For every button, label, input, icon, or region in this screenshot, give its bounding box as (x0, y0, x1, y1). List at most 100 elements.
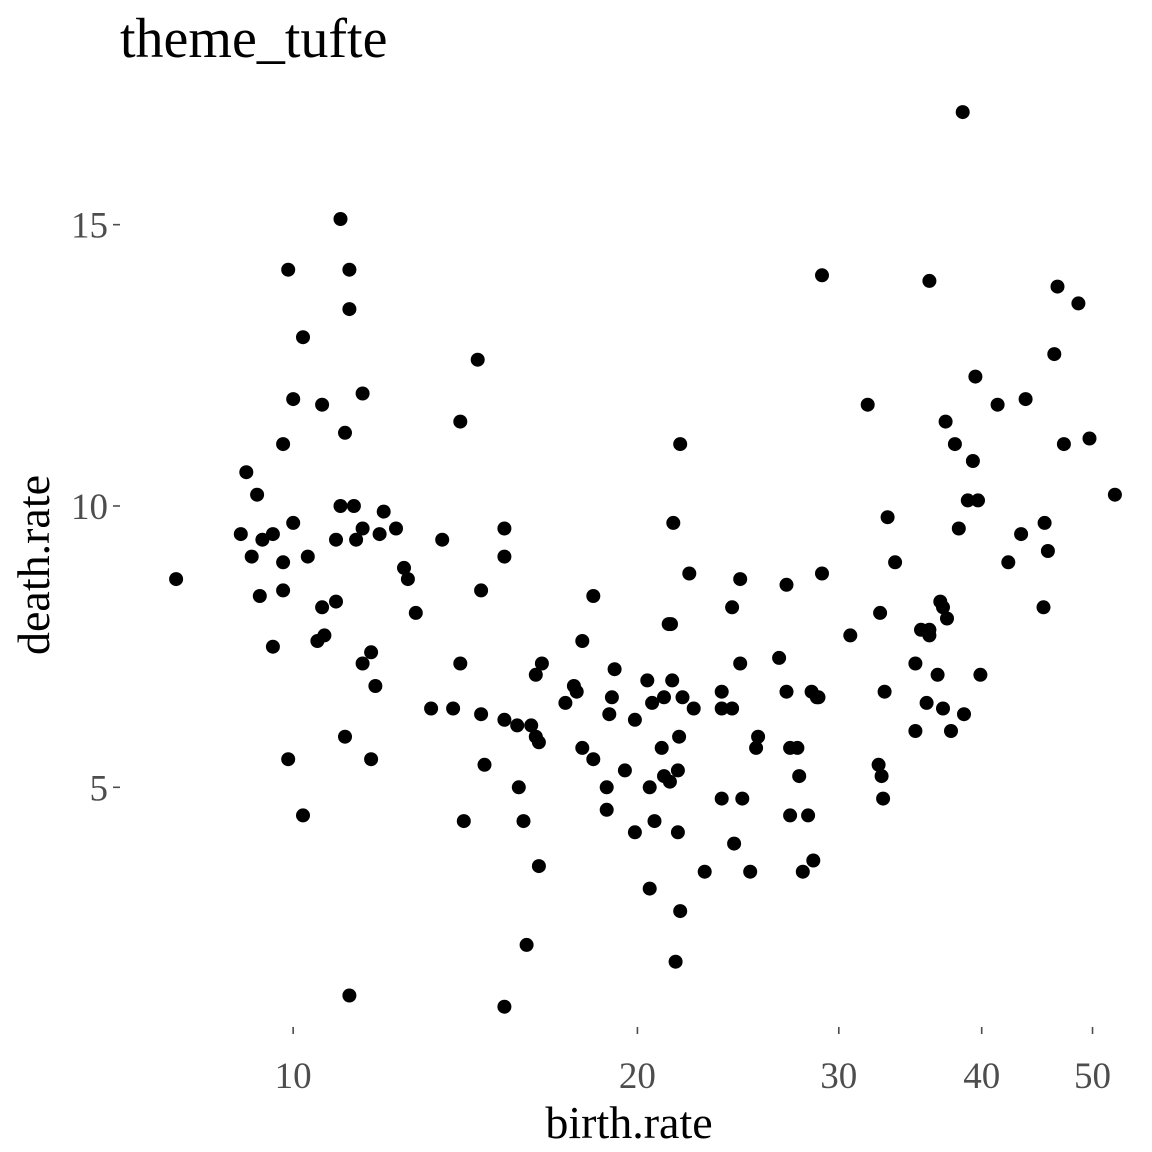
data-point (607, 662, 622, 677)
data-point (474, 707, 489, 722)
data-point (333, 499, 348, 513)
data-point (531, 859, 546, 874)
data-point (990, 397, 1005, 412)
data-point (604, 690, 619, 705)
x-tick-label: 30 (820, 1056, 857, 1097)
data-point (673, 437, 688, 452)
data-point (528, 667, 543, 682)
data-point (252, 589, 267, 603)
data-point (973, 667, 988, 682)
x-axis: 10 20 30 40 50 (275, 1027, 1111, 1097)
data-point (876, 791, 891, 806)
data-point (682, 566, 697, 581)
data-point (647, 814, 662, 829)
data-point (276, 583, 291, 598)
data-point (575, 740, 590, 755)
data-point (346, 499, 361, 513)
data-point (255, 532, 270, 547)
data-point (811, 690, 826, 705)
data-point (749, 740, 764, 755)
data-point (569, 684, 584, 699)
data-point (672, 729, 687, 744)
data-point (654, 740, 669, 755)
data-point (276, 555, 291, 570)
data-point (599, 780, 614, 795)
data-point (936, 701, 950, 716)
data-point (733, 572, 748, 587)
data-point (815, 268, 829, 283)
data-point (968, 369, 983, 384)
data-point (497, 549, 512, 564)
chart-title: theme_tufte (120, 8, 387, 70)
data-point (645, 695, 660, 710)
x-tick-label: 20 (619, 1056, 656, 1097)
data-point (860, 397, 875, 412)
data-point (673, 904, 688, 919)
data-point (947, 437, 962, 452)
data-point (792, 769, 807, 784)
data-point (877, 684, 892, 699)
data-point (1001, 555, 1016, 570)
data-point (662, 774, 677, 789)
data-point (338, 729, 352, 744)
data-point (751, 729, 766, 744)
data-point (714, 791, 729, 806)
data-point (510, 718, 525, 733)
data-point (960, 493, 975, 508)
data-point (281, 752, 296, 767)
data-point (880, 510, 895, 525)
data-point (1056, 437, 1071, 452)
data-point (453, 656, 468, 671)
data-point (470, 352, 485, 367)
data-point (908, 656, 923, 671)
data-point (239, 465, 254, 480)
data-point (675, 690, 690, 705)
data-point (806, 853, 821, 868)
data-point (349, 532, 364, 547)
data-point (315, 600, 330, 615)
data-point (364, 645, 379, 660)
data-point (795, 864, 810, 879)
data-point (342, 262, 357, 277)
data-point (446, 701, 461, 716)
data-point (686, 701, 701, 716)
data-point (586, 752, 601, 767)
data-point (670, 763, 685, 778)
x-axis-label: birth.rate (545, 1097, 712, 1148)
data-point (575, 634, 590, 648)
data-point (668, 954, 683, 969)
data-point (727, 836, 742, 851)
data-point (1082, 431, 1097, 446)
data-point (511, 780, 526, 795)
data-point (317, 628, 332, 643)
data-point (725, 701, 740, 716)
data-point (534, 656, 549, 671)
data-point (1040, 544, 1055, 558)
data-point (772, 650, 787, 665)
data-point (376, 504, 391, 519)
data-point (296, 808, 310, 823)
data-point (233, 527, 248, 542)
data-point (1071, 296, 1086, 311)
data-point (670, 825, 685, 840)
data-point (296, 330, 310, 345)
data-point (666, 515, 681, 530)
data-point (971, 493, 985, 508)
data-point (602, 707, 617, 722)
data-point (944, 724, 958, 738)
data-point (779, 577, 794, 592)
scatter-points (169, 105, 1122, 1014)
data-point (1050, 279, 1065, 294)
data-point (342, 302, 357, 317)
data-point (697, 864, 712, 879)
data-point (286, 515, 301, 530)
data-point (725, 600, 740, 615)
data-point (790, 740, 805, 755)
data-point (497, 712, 512, 727)
data-point (333, 212, 348, 226)
data-point (355, 386, 370, 401)
data-point (342, 988, 357, 1003)
data-point (497, 521, 512, 536)
data-point (640, 673, 655, 688)
data-point (400, 572, 415, 587)
